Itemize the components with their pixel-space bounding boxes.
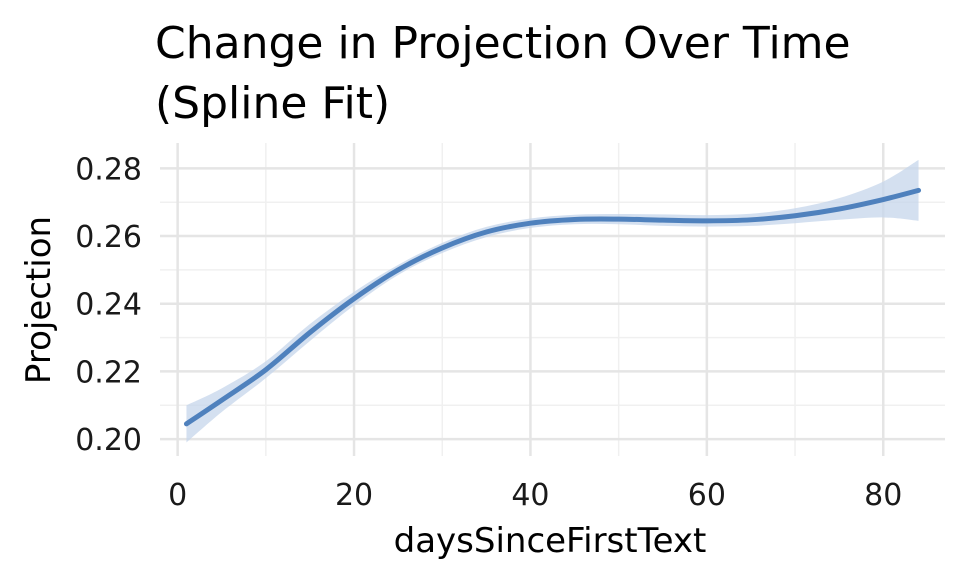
x-tick-label: 80 [864, 478, 902, 513]
y-axis-label: Projection [19, 216, 59, 384]
spline-line [183, 187, 922, 427]
grid [160, 143, 945, 456]
y-tick-label: 0.22 [75, 355, 142, 390]
y-tick-label: 0.20 [75, 423, 142, 458]
confidence-band [186, 159, 919, 443]
y-tick-label: 0.28 [75, 152, 142, 187]
chart-subtitle: (Spline Fit) [155, 78, 390, 129]
x-tick-label: 60 [688, 478, 726, 513]
y-tick-label: 0.26 [75, 220, 142, 255]
y-tick-label: 0.24 [75, 288, 142, 323]
x-axis-label: daysSinceFirstText [394, 521, 707, 561]
x-tick-label: 0 [168, 478, 187, 513]
x-tick-label: 20 [335, 478, 373, 513]
y-axis: 0.20 0.22 0.24 0.26 0.28 [75, 152, 142, 458]
x-axis: 0 20 40 60 80 [168, 478, 902, 513]
chart-title: Change in Projection Over Time [155, 18, 851, 69]
plot-area [183, 159, 922, 443]
x-tick-label: 40 [511, 478, 549, 513]
